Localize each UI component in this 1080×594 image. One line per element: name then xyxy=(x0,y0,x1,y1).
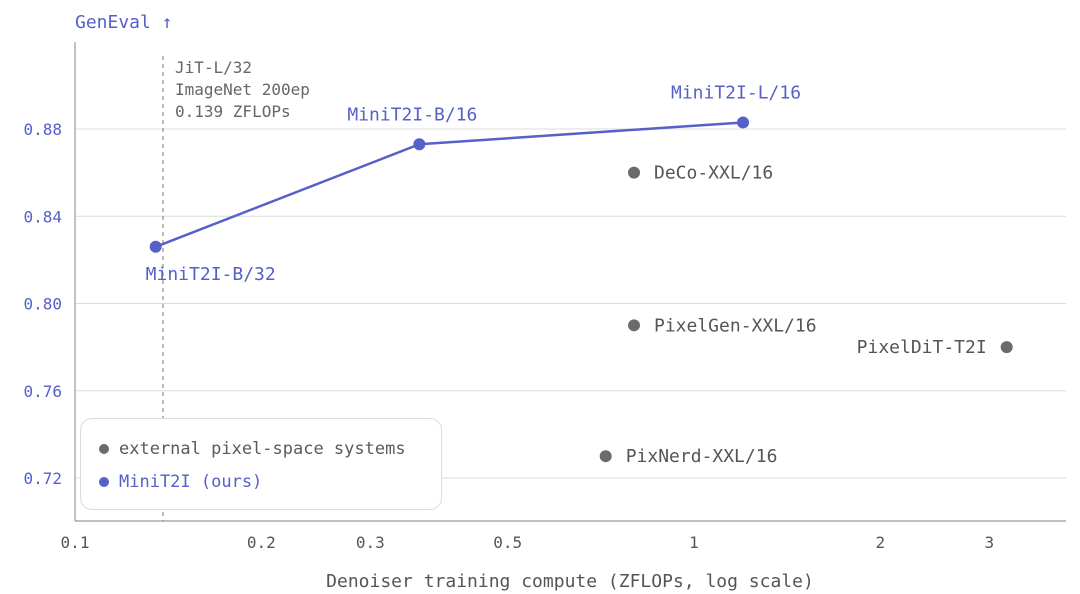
y-tick-label: 0.76 xyxy=(23,382,62,401)
legend-item-external: external pixel-space systems xyxy=(99,439,406,459)
reference-annotation: JiT-L/32 xyxy=(175,58,252,77)
data-point-pixeldit-t2i xyxy=(1000,341,1013,354)
y-axis-title: GenEval ↑ xyxy=(75,12,173,33)
legend-marker-blue-icon xyxy=(99,477,109,487)
reference-annotation: ImageNet 200ep xyxy=(175,80,310,99)
legend-item-minit2i: MiniT2I (ours) xyxy=(99,472,262,492)
data-point-pixelgen-xxl-16 xyxy=(628,319,641,332)
y-tick-label: 0.88 xyxy=(23,120,62,139)
data-point-minit2i-b-32 xyxy=(149,240,162,253)
x-axis-title: Denoiser training compute (ZFLOPs, log s… xyxy=(326,571,814,592)
x-tick-label: 0.1 xyxy=(61,533,90,552)
data-point-minit2i-l-16 xyxy=(737,116,750,129)
reference-annotation: 0.139 ZFLOPs xyxy=(175,102,291,121)
x-tick-label: 0.3 xyxy=(356,533,385,552)
data-label: MiniT2I-L/16 xyxy=(671,82,801,103)
data-point-pixnerd-xxl-16 xyxy=(599,450,612,463)
legend: external pixel-space systems MiniT2I (ou… xyxy=(80,418,442,510)
data-label: DeCo-XXL/16 xyxy=(654,163,773,184)
x-tick-label: 0.2 xyxy=(247,533,276,552)
data-label: PixelDiT-T2I xyxy=(857,337,987,358)
y-tick-label: 0.72 xyxy=(23,469,62,488)
x-tick-label: 1 xyxy=(689,533,699,552)
legend-label-minit2i: MiniT2I (ours) xyxy=(119,472,263,492)
data-label: PixNerd-XXL/16 xyxy=(626,446,778,467)
x-tick-label: 3 xyxy=(985,533,995,552)
x-tick-label: 2 xyxy=(876,533,886,552)
x-tick-label: 0.5 xyxy=(493,533,522,552)
data-label: MiniT2I-B/32 xyxy=(146,264,276,285)
data-point-deco-xxl-16 xyxy=(628,166,641,179)
data-label: PixelGen-XXL/16 xyxy=(654,315,817,336)
data-point-minit2i-b-16 xyxy=(413,138,426,151)
legend-marker-gray-icon xyxy=(99,444,109,454)
y-tick-label: 0.80 xyxy=(23,295,62,314)
data-label: MiniT2I-B/16 xyxy=(347,104,477,125)
series-line-minit2i xyxy=(155,121,744,248)
y-tick-label: 0.84 xyxy=(23,207,62,226)
legend-label-external: external pixel-space systems xyxy=(119,439,406,459)
